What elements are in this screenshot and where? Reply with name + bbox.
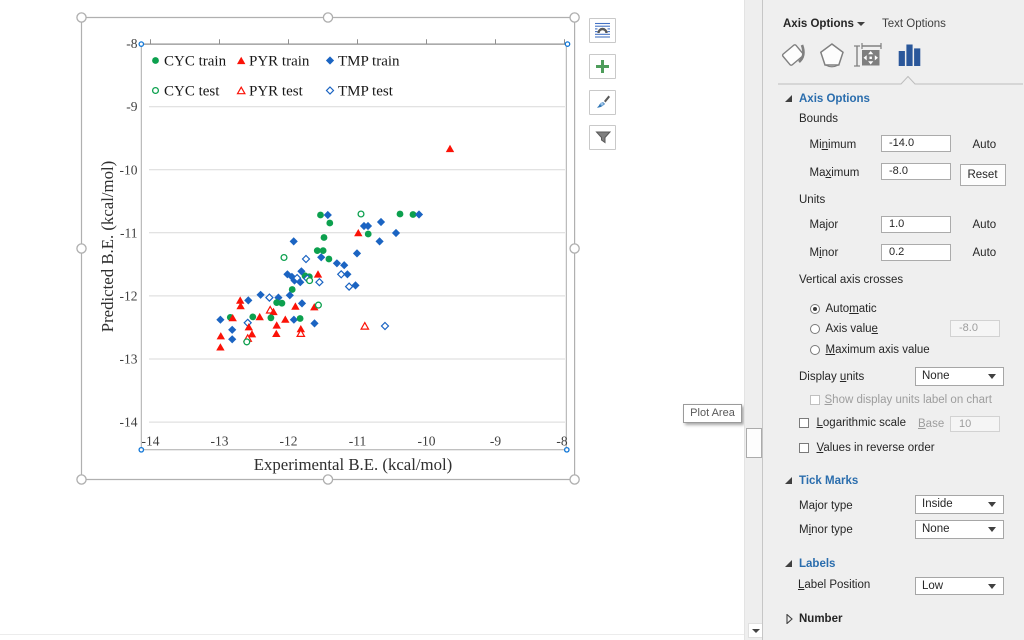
svg-text:TMP train: TMP train [338,54,400,70]
svg-text:-10: -10 [418,434,436,449]
svg-text:-10: -10 [120,162,138,177]
svg-text:-14: -14 [142,434,160,449]
svg-text:-8: -8 [126,36,137,51]
svg-text:-14: -14 [120,415,138,430]
svg-text:-13: -13 [211,434,229,449]
svg-text:-9: -9 [126,99,137,114]
svg-text:-11: -11 [349,434,367,449]
svg-text:-11: -11 [120,225,138,240]
svg-text:Predicted B.E. (kcal/mol): Predicted B.E. (kcal/mol) [98,161,117,333]
svg-text:-12: -12 [280,434,298,449]
svg-text:-8: -8 [556,434,567,449]
svg-text:TMP test: TMP test [338,84,394,100]
svg-text:PYR test: PYR test [249,84,304,100]
svg-text:PYR train: PYR train [249,54,310,70]
svg-text:-9: -9 [490,434,501,449]
svg-text:-13: -13 [120,352,138,367]
svg-text:CYC test: CYC test [164,84,220,100]
svg-text:-12: -12 [120,288,138,303]
svg-text:Experimental B.E. (kcal/mol): Experimental B.E. (kcal/mol) [254,455,453,474]
svg-text:CYC train: CYC train [164,54,227,70]
